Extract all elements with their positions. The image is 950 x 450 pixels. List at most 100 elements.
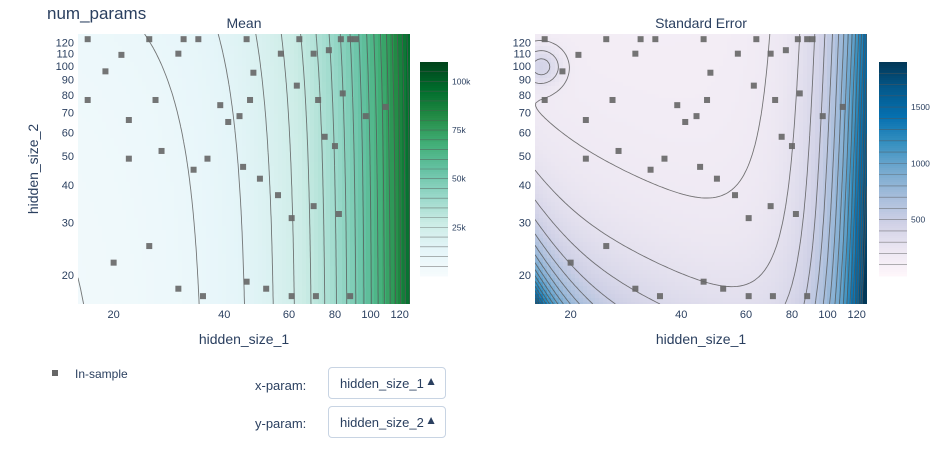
heatmap-cell xyxy=(314,270,319,275)
heatmap-cell xyxy=(282,242,287,247)
heatmap-cell xyxy=(390,78,395,83)
heatmap-cell xyxy=(394,70,399,75)
heatmap-cell xyxy=(366,138,371,143)
heatmap-cell xyxy=(242,66,247,71)
heatmap-cell xyxy=(90,254,95,259)
heatmap-cell xyxy=(114,178,119,183)
heatmap-cell xyxy=(238,70,243,75)
heatmap-cell xyxy=(222,262,227,267)
heatmap-cell xyxy=(302,230,307,235)
heatmap-cell xyxy=(326,262,331,267)
heatmap-cell xyxy=(182,242,187,247)
heatmap-cell xyxy=(338,86,343,91)
heatmap-cell xyxy=(238,250,243,255)
heatmap-cell xyxy=(174,258,179,263)
heatmap-cell xyxy=(158,154,163,159)
heatmap-cell xyxy=(162,202,167,207)
heatmap-cell xyxy=(366,102,371,107)
heatmap-cell xyxy=(170,134,175,139)
heatmap-cell xyxy=(290,270,295,275)
heatmap-cell xyxy=(198,222,203,227)
heatmap-cell xyxy=(110,218,115,223)
heatmap-cell xyxy=(362,118,367,123)
heatmap-cell xyxy=(146,134,151,139)
heatmap-cell xyxy=(162,226,167,231)
heatmap-cell xyxy=(134,202,139,207)
heatmap-cell xyxy=(374,174,379,179)
heatmap-cell xyxy=(122,86,127,91)
heatmap-cell xyxy=(366,222,371,227)
heatmap-cell xyxy=(330,182,335,187)
heatmap-cell xyxy=(106,202,111,207)
heatmap-cell xyxy=(274,238,279,243)
heatmap-cell xyxy=(342,186,347,191)
heatmap-cell xyxy=(314,82,319,87)
heatmap-cell xyxy=(318,162,323,167)
heatmap-cell xyxy=(354,106,359,111)
heatmap-cell xyxy=(126,242,131,247)
heatmap-cell xyxy=(98,62,103,67)
heatmap-cell xyxy=(318,238,323,243)
heatmap-cell xyxy=(134,258,139,263)
heatmap-cell xyxy=(258,206,263,211)
heatmap-cell xyxy=(102,190,107,195)
heatmap-cell xyxy=(326,214,331,219)
heatmap-cell xyxy=(250,242,255,247)
heatmap-cell xyxy=(186,246,191,251)
heatmap-cell xyxy=(278,170,283,175)
heatmap-cell xyxy=(86,114,91,119)
heatmap-cell xyxy=(362,166,367,171)
heatmap-cell xyxy=(198,134,203,139)
heatmap-cell xyxy=(334,118,339,123)
heatmap-cell xyxy=(310,42,315,47)
heatmap-cell xyxy=(346,242,351,247)
heatmap-cell xyxy=(234,58,239,63)
heatmap-cell xyxy=(122,178,127,183)
heatmap-cell xyxy=(214,134,219,139)
heatmap-cell xyxy=(406,170,410,175)
heatmap-cell xyxy=(254,202,259,207)
heatmap-cell xyxy=(350,198,355,203)
heatmap-cell xyxy=(222,126,227,131)
heatmap-cell xyxy=(110,138,115,143)
heatmap-cell xyxy=(138,178,143,183)
heatmap-cell xyxy=(358,90,363,95)
heatmap-cell xyxy=(210,42,215,47)
heatmap-cell xyxy=(154,122,159,127)
heatmap-cell xyxy=(406,54,410,59)
heatmap-cell xyxy=(394,238,399,243)
heatmap-cell xyxy=(250,230,255,235)
heatmap-cell xyxy=(302,130,307,135)
heatmap-cell xyxy=(266,182,271,187)
heatmap-cell xyxy=(338,54,343,59)
heatmap-cell xyxy=(230,122,235,127)
heatmap-cell xyxy=(102,34,107,39)
heatmap-cell xyxy=(182,234,187,239)
heatmap-cell xyxy=(366,194,371,199)
heatmap-cell xyxy=(122,170,127,175)
heatmap-cell xyxy=(198,138,203,143)
heatmap-cell xyxy=(230,118,235,123)
heatmap-cell xyxy=(194,206,199,211)
heatmap-cell xyxy=(342,50,347,55)
heatmap-cell xyxy=(318,146,323,151)
heatmap-cell xyxy=(354,134,359,139)
heatmap-cell xyxy=(262,46,267,51)
heatmap-cell xyxy=(214,102,219,107)
heatmap-cell xyxy=(114,222,119,227)
heatmap-cell xyxy=(162,174,167,179)
heatmap-cell xyxy=(146,106,151,111)
heatmap-cell xyxy=(230,246,235,251)
heatmap-cell xyxy=(150,246,155,251)
heatmap-cell xyxy=(290,158,295,163)
heatmap-cell xyxy=(86,226,91,231)
heatmap-cell xyxy=(310,230,315,235)
heatmap-cell xyxy=(206,226,211,231)
heatmap-cell xyxy=(254,38,259,43)
heatmap-cell xyxy=(286,62,291,67)
heatmap-cell xyxy=(326,126,331,131)
heatmap-cell xyxy=(382,50,387,55)
heatmap-cell xyxy=(382,186,387,191)
heatmap-cell xyxy=(154,186,159,191)
heatmap-cell xyxy=(366,174,371,179)
